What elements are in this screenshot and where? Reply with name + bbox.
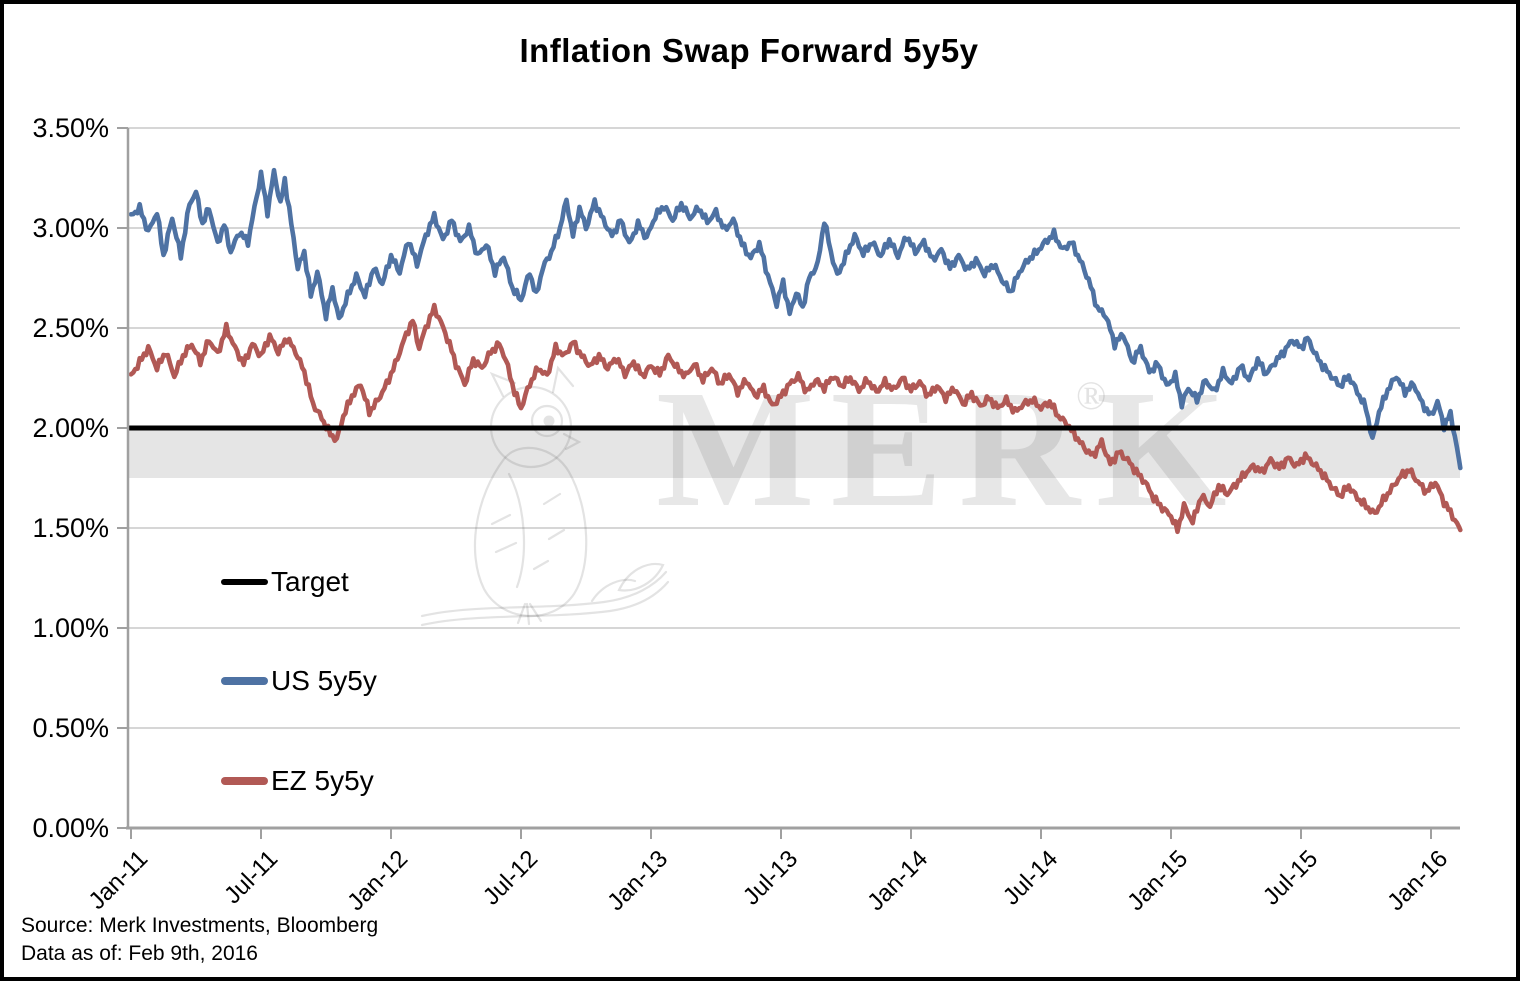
legend-item-target: Target — [221, 565, 349, 599]
series-line-ez-5y5y — [128, 302, 1463, 535]
legend-item-us-5y5y: US 5y5y — [221, 664, 377, 698]
legend-label-ez-5y5y: EZ 5y5y — [271, 765, 374, 796]
data-as-of-line: Data as of: Feb 9th, 2016 — [21, 941, 258, 965]
y-axis-tick-label: 1.00% — [32, 613, 109, 643]
y-axis-tick-label: 3.00% — [32, 213, 109, 243]
registered-trademark-icon: ® — [1076, 373, 1106, 418]
y-axis-tick-label: 2.50% — [32, 313, 109, 343]
legend-label-us-5y5y: US 5y5y — [271, 665, 377, 696]
x-axis-tick-label: Jan-15 — [1122, 845, 1193, 916]
x-axis-tick-label: Jan-12 — [342, 845, 413, 916]
ez-line-swatch — [221, 777, 268, 785]
series-line-us-5y5y — [128, 167, 1463, 471]
chart-title: Inflation Swap Forward 5y5y — [519, 32, 979, 69]
x-axis-tick-label: Jan-14 — [862, 845, 933, 916]
legend-label-target: Target — [271, 566, 349, 597]
source-block: Source: Merk Investments, Bloomberg Data… — [21, 912, 378, 967]
source-line: Source: Merk Investments, Bloomberg — [21, 914, 379, 937]
y-axis-tick-label: 0.50% — [32, 713, 109, 743]
x-axis-tick-label: Jan-16 — [1382, 845, 1453, 916]
legend-item-ez-5y5y: EZ 5y5y — [221, 764, 374, 798]
x-axis-tick-label: Jan-13 — [602, 845, 673, 916]
x-axis-tick-label: Jul-15 — [1258, 845, 1323, 910]
us-line-swatch — [221, 677, 268, 685]
y-axis-tick-label: 0.00% — [32, 813, 109, 843]
chart-plot-area: MERK ® 3.50% 3.00% 2.50% 2.00% 1.50% 1.00% 0.5… — [32, 113, 1463, 916]
x-axis-tick-label: Jul-12 — [478, 845, 543, 910]
owl-watermark-icon — [420, 365, 670, 627]
merk-watermark: MERK ® — [420, 356, 1227, 627]
x-axis-tick-label: Jan-11 — [84, 845, 154, 915]
y-axis-tick-label: 2.00% — [32, 413, 109, 443]
y-axis-tick-label: 3.50% — [32, 113, 109, 143]
x-axis-tick-label: Jul-11 — [219, 845, 283, 909]
x-axis-tick-label: Jul-13 — [738, 845, 803, 910]
y-axis-tick-label: 1.50% — [32, 513, 109, 543]
x-axis-tick-label: Jul-14 — [998, 845, 1063, 910]
chart-background-layer — [128, 127, 1460, 729]
target-line-swatch — [221, 579, 268, 585]
